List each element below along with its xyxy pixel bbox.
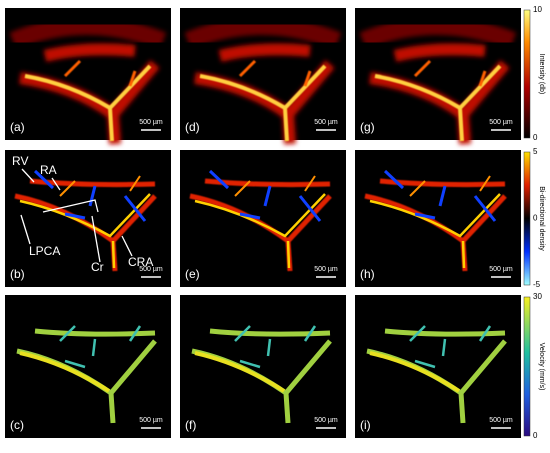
- annotation: CRA: [128, 255, 153, 269]
- scale-bar-label: 500 µm: [314, 417, 338, 424]
- panel-background: [355, 295, 521, 438]
- scale-bar-label: 500 µm: [139, 266, 163, 273]
- scale-bar-label: 500 µm: [314, 119, 338, 126]
- scale-bar-label: 500 µm: [489, 119, 513, 126]
- colorbar: 30 0 Velocity (mm/s): [523, 292, 545, 440]
- panel-label: (e): [185, 267, 200, 281]
- panel-background: [5, 295, 171, 438]
- annotations: RV RA LPCA Cr CRA: [12, 154, 153, 274]
- colorbar: 5 0 -5 Bi-directional density: [523, 147, 545, 289]
- panel-label: (b): [10, 267, 25, 281]
- colorbar-tick-label: 0: [533, 214, 538, 223]
- colorbar-tick-label: 5: [533, 147, 538, 156]
- annotation: RV: [12, 154, 28, 168]
- scale-bar-label: 500 µm: [489, 266, 513, 273]
- panel-label: (f): [185, 418, 196, 432]
- scale-bar-label: 500 µm: [139, 417, 163, 424]
- colorbar-tick-label: -5: [533, 280, 541, 289]
- annotation: LPCA: [29, 244, 60, 258]
- panel-background: [180, 295, 346, 438]
- scale-bar-label: 500 µm: [139, 119, 163, 126]
- scale-bar-label: 500 µm: [314, 266, 338, 273]
- colorbar-title: Bi-directional density: [538, 186, 545, 251]
- image-panel: (g) 500 µm: [355, 8, 521, 144]
- image-panel: (a) 500 µm: [5, 8, 171, 144]
- colorbar: 10 0 Intensity (db): [523, 5, 545, 142]
- panel-grid: 10 mmHg30 mmHg50 mmHg(a)500 µm(d)500 µm(…: [5, 5, 545, 440]
- scale-bar-label: 500 µm: [489, 417, 513, 424]
- panel-label: (d): [185, 120, 200, 134]
- colorbar-tick-label: 30: [533, 292, 542, 301]
- image-panel: (f) 500 µm: [180, 295, 346, 438]
- annotation-arrow: [20, 168, 133, 263]
- colorbar-title: Intensity (db): [538, 54, 545, 94]
- image-panel: (i) 500 µm: [355, 295, 521, 438]
- annotation: Cr: [91, 260, 104, 274]
- colorbar-tick-label: 0: [533, 133, 538, 142]
- colorbar-gradient: [523, 296, 531, 437]
- annotation: RA: [40, 163, 57, 177]
- panel-label: (g): [360, 120, 375, 134]
- image-panel: (e) 500 µm: [180, 150, 346, 287]
- panel-label: (c): [10, 418, 24, 432]
- colorbar-tick-label: 10: [533, 5, 542, 14]
- panel-label: (i): [360, 418, 371, 432]
- colorbar-gradient: [523, 9, 531, 139]
- colorbar-gradient: [523, 151, 531, 286]
- colorbar-tick-label: 0: [533, 431, 538, 440]
- image-panel: (d) 500 µm: [180, 8, 346, 144]
- image-panel: (b) 500 µm: [5, 150, 171, 287]
- colorbar-title: Velocity (mm/s): [538, 343, 545, 391]
- panel-label: (a): [10, 120, 25, 134]
- panel-label: (h): [360, 267, 375, 281]
- image-panel: (h) 500 µm: [355, 150, 521, 287]
- image-panel: (c) 500 µm: [5, 295, 171, 438]
